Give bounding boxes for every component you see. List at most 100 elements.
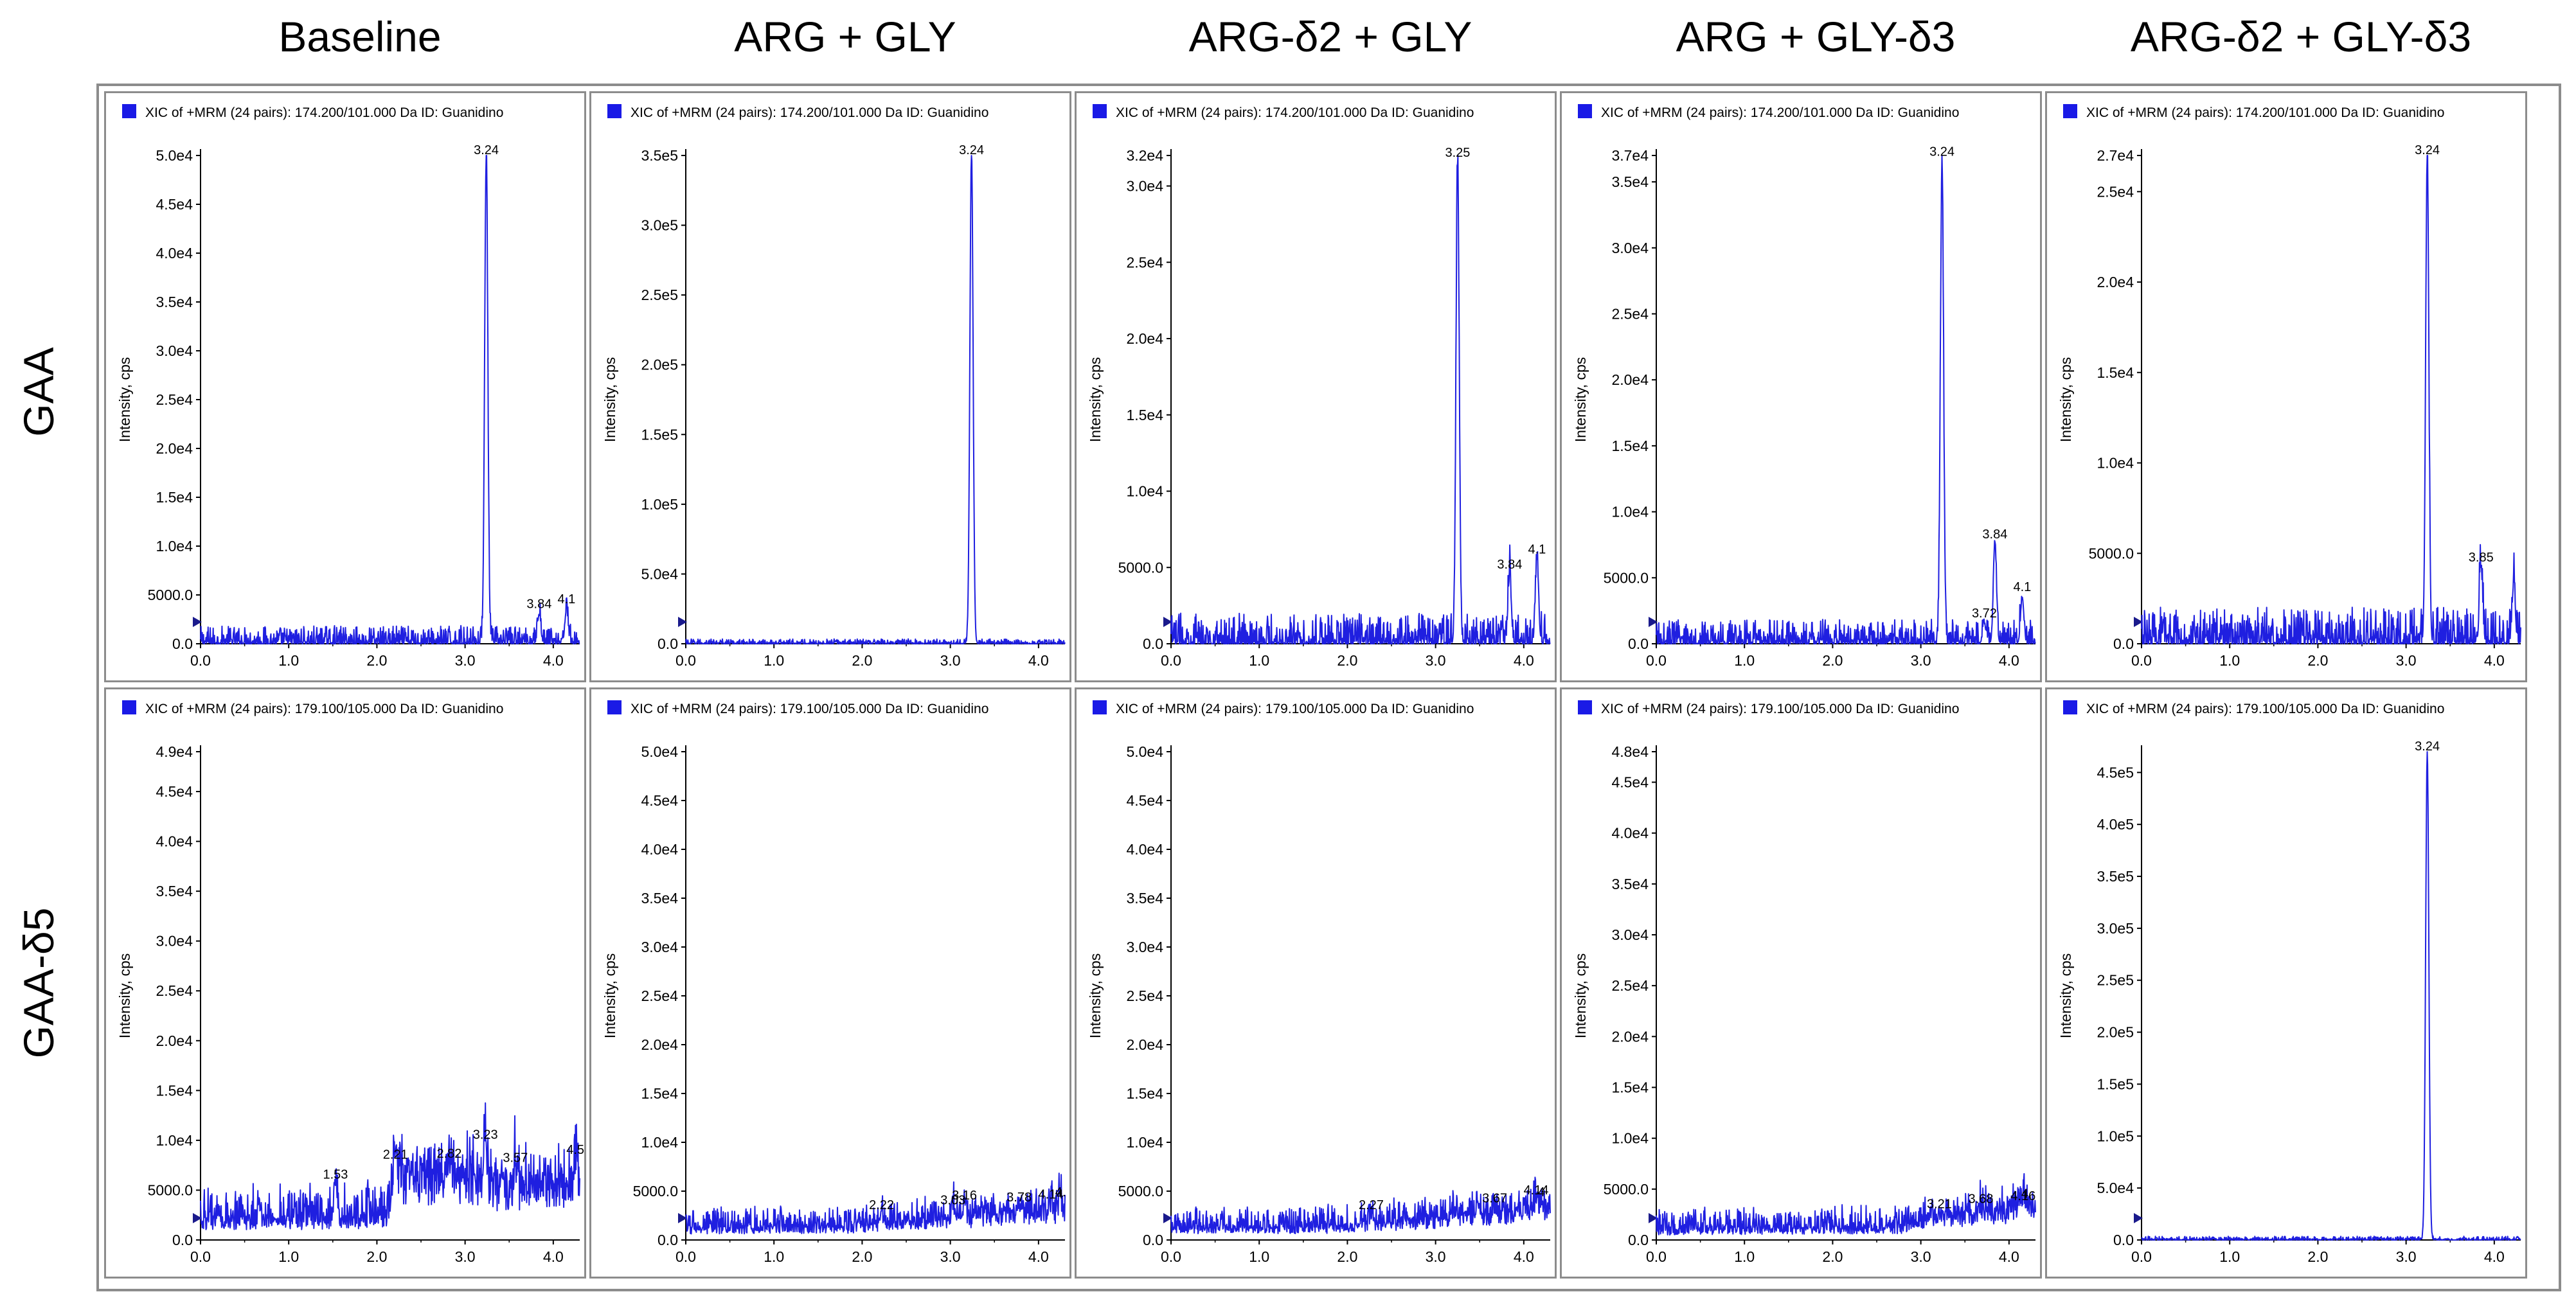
column-title: ARG-δ2 + GLY: [1188, 13, 1472, 60]
chromatogram-panel: XIC of +MRM (24 pairs): 179.100/105.000 …: [1075, 687, 1557, 1279]
x-tick-label: 2.0: [1337, 1248, 1357, 1265]
peak-label: 2.22: [869, 1198, 894, 1212]
legend-square: [1578, 104, 1592, 118]
y-tick-label: 4.5e4: [641, 792, 678, 809]
y-tick-label: 0.0: [657, 1232, 678, 1248]
y-tick-label: 1.5e4: [156, 1082, 193, 1099]
x-tick-label: 4.0: [2484, 1248, 2505, 1265]
x-tick-label: 3.0: [1426, 652, 1446, 669]
x-tick-label: 3.0: [1426, 1248, 1446, 1265]
panel-frame: [2045, 687, 2527, 1279]
y-tick-label: 2.5e4: [641, 987, 678, 1004]
row-title: GAA: [15, 347, 62, 437]
peak-label: 1.53: [323, 1168, 348, 1182]
x-tick-label: 3.0: [455, 1248, 476, 1265]
x-tick-label: 0.0: [675, 652, 696, 669]
y-tick-label: 0.0: [1143, 635, 1163, 652]
x-tick-label: 4.0: [1514, 652, 1534, 669]
x-tick-label: 2.0: [1822, 652, 1843, 669]
y-tick-label: 1.5e4: [641, 1085, 678, 1102]
legend-square: [2063, 104, 2077, 118]
y-tick-label: 5000.0: [1604, 569, 1649, 586]
peak-label: 3.68: [1968, 1192, 1993, 1207]
peak-label: 3.24: [2415, 143, 2440, 157]
y-tick-label: 0.0: [172, 1232, 193, 1248]
peak-label: 4.1: [2014, 580, 2032, 594]
x-tick-label: 4.0: [1028, 1248, 1049, 1265]
y-tick-label: 5.0e4: [2097, 1180, 2134, 1196]
y-tick-label: 2.5e5: [2097, 972, 2134, 989]
chromatogram-panel: XIC of +MRM (24 pairs): 179.100/105.000 …: [2045, 687, 2527, 1279]
chromatogram-panel: XIC of +MRM (24 pairs): 179.100/105.000 …: [104, 687, 586, 1279]
peak-label: 3.03: [940, 1193, 965, 1207]
x-tick-label: 3.0: [455, 652, 476, 669]
y-tick-label: 5.0e4: [641, 743, 678, 760]
y-tick-label: 3.0e4: [156, 933, 193, 950]
x-tick-label: 1.0: [278, 652, 299, 669]
x-tick-label: 2.0: [1822, 1248, 1843, 1265]
baseline-marker: [678, 617, 687, 627]
baseline-marker: [2134, 1213, 2143, 1223]
y-tick-label: 4.5e4: [156, 783, 193, 800]
x-tick-label: 2.0: [366, 652, 387, 669]
y-tick-label: 3.2e4: [1126, 147, 1163, 164]
peak-label: 4.1: [558, 592, 576, 606]
x-tick-label: 2.0: [2307, 652, 2328, 669]
y-tick-label: 1.0e4: [1611, 1130, 1649, 1147]
chromatogram-trace: [200, 1102, 580, 1230]
row-title: GAA-δ5: [15, 907, 62, 1059]
y-tick-label: 1.0e4: [641, 1134, 678, 1151]
column-title: ARG-δ2 + GLY-δ3: [2130, 13, 2472, 60]
y-tick-label: 1.0e4: [1611, 504, 1649, 520]
chromatogram-panel: XIC of +MRM (24 pairs): 174.200/101.000 …: [1075, 91, 1557, 682]
chromatogram-panel: XIC of +MRM (24 pairs): 179.100/105.000 …: [1560, 687, 2042, 1279]
y-axis-label: Intensity, cps: [1572, 953, 1589, 1039]
y-tick-label: 5000.0: [1118, 1183, 1163, 1199]
chromatogram-panel: XIC of +MRM (24 pairs): 174.200/101.000 …: [589, 91, 1071, 682]
y-tick-label: 2.5e4: [1126, 987, 1163, 1004]
x-tick-label: 4.0: [1514, 1248, 1534, 1265]
x-tick-label: 4.0: [2484, 652, 2505, 669]
y-tick-label: 3.0e4: [156, 342, 193, 359]
chart-header: XIC of +MRM (24 pairs): 174.200/101.000 …: [145, 105, 503, 120]
peak-label: 3.25: [1445, 146, 1470, 160]
y-tick-label: 4.0e4: [641, 841, 678, 858]
y-axis-label: Intensity, cps: [1087, 357, 1104, 443]
column-title: ARG + GLY: [734, 13, 956, 60]
y-tick-label: 2.5e4: [156, 982, 193, 999]
legend-square: [607, 104, 622, 118]
chart-header: XIC of +MRM (24 pairs): 174.200/101.000 …: [1116, 105, 1474, 120]
peak-label: 4.5: [566, 1143, 584, 1157]
baseline-marker: [193, 617, 202, 627]
y-tick-label: 3.0e4: [1611, 240, 1649, 256]
peak-label: 3.72: [1972, 606, 1997, 621]
chart-header: XIC of +MRM (24 pairs): 174.200/101.000 …: [2086, 105, 2444, 120]
y-tick-label: 4.0e4: [156, 245, 193, 261]
y-tick-label: 5000.0: [1118, 559, 1163, 576]
y-tick-label: 3.5e5: [2097, 868, 2134, 885]
peak-label: 4.: [2021, 1187, 2032, 1201]
y-tick-label: 3.5e4: [1611, 876, 1649, 892]
x-tick-label: 0.0: [1161, 652, 1181, 669]
chart-header: XIC of +MRM (24 pairs): 179.100/105.000 …: [145, 702, 503, 716]
chromatogram-panel: XIC of +MRM (24 pairs): 179.100/105.000 …: [589, 687, 1071, 1279]
y-tick-label: 0.0: [1143, 1232, 1163, 1248]
baseline-marker: [1163, 617, 1172, 627]
y-tick-label: 5000.0: [148, 587, 193, 603]
peak-label: 3.84: [1497, 558, 1522, 572]
peak-label: 4.14: [1524, 1183, 1549, 1198]
y-tick-label: 2.0e4: [1126, 1036, 1163, 1053]
legend-square: [122, 104, 136, 118]
x-tick-label: 1.0: [1249, 1248, 1269, 1265]
chart-header: XIC of +MRM (24 pairs): 179.100/105.000 …: [631, 702, 988, 716]
peak-label: 4.: [1055, 1185, 1066, 1199]
column-title: Baseline: [278, 13, 442, 60]
chromatogram-trace: [1656, 155, 2036, 644]
x-tick-label: 1.0: [764, 652, 784, 669]
y-tick-label: 2.0e4: [641, 1036, 678, 1053]
baseline-marker: [1649, 617, 1658, 627]
y-tick-label: 1.0e5: [2097, 1128, 2134, 1144]
y-tick-label: 2.0e4: [1611, 1028, 1649, 1045]
y-axis-label: Intensity, cps: [602, 357, 618, 443]
y-tick-label: 3.0e4: [1611, 926, 1649, 943]
